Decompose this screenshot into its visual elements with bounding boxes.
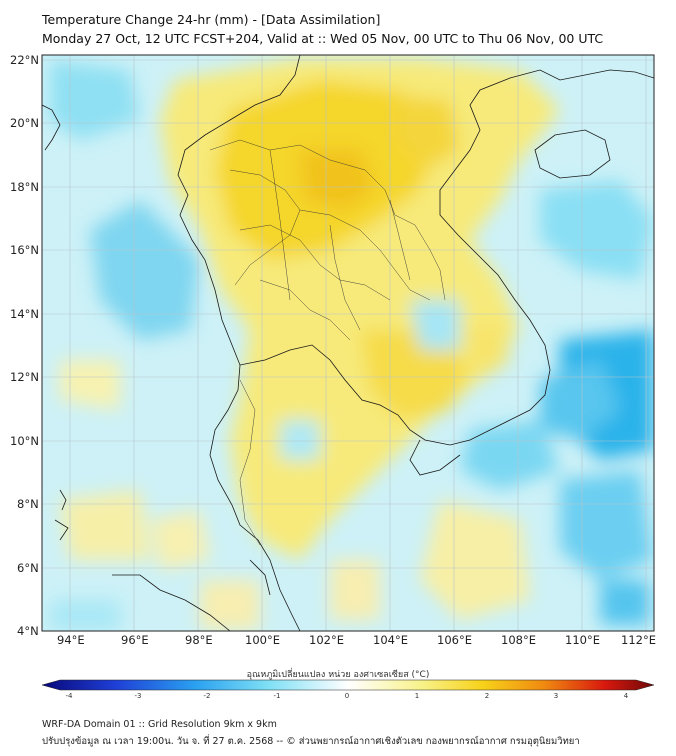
- temperature-field: [42, 55, 654, 631]
- lat-tick-22: 22°N: [10, 53, 39, 67]
- lat-tick-16: 16°N: [10, 243, 39, 257]
- lon-tick-112: 112°E: [621, 633, 656, 647]
- lat-tick-4: 4°N: [17, 624, 39, 638]
- footer-credit: ปรับปรุงข้อมูล ณ เวลา 19:00น. วัน จ. ที่…: [42, 736, 580, 747]
- footer-domain-info: WRF-DA Domain 01 :: Grid Resolution 9km …: [42, 719, 277, 730]
- map-subtitle: Monday 27 Oct, 12 UTC FCST+204, Valid at…: [42, 31, 604, 46]
- lon-tick-94: 94°E: [57, 633, 85, 647]
- coastlines: [42, 55, 654, 631]
- colorbar: [41, 679, 655, 691]
- lon-tick-108: 108°E: [501, 633, 536, 647]
- lon-tick-106: 106°E: [437, 633, 472, 647]
- lon-tick-102: 102°E: [309, 633, 344, 647]
- colorbar-tick: -3: [134, 692, 142, 700]
- map-title: Temperature Change 24-hr (mm) - [Data As…: [42, 12, 381, 27]
- colorbar-tick: -2: [203, 692, 211, 700]
- lat-tick-12: 12°N: [10, 370, 39, 384]
- lon-tick-96: 96°E: [121, 633, 149, 647]
- colorbar-tick: 3: [553, 692, 559, 700]
- lat-tick-6: 6°N: [17, 561, 39, 575]
- graticule: [42, 55, 654, 631]
- lat-tick-14: 14°N: [10, 307, 39, 321]
- lon-tick-100: 100°E: [245, 633, 280, 647]
- colorbar-tick: 0: [344, 692, 350, 700]
- lon-tick-104: 104°E: [373, 633, 408, 647]
- colorbar-tick: 1: [414, 692, 420, 700]
- plot-frame: [41, 54, 655, 632]
- lat-tick-18: 18°N: [10, 180, 39, 194]
- colorbar-tick: -4: [65, 692, 73, 700]
- colorbar-tick: -1: [273, 692, 281, 700]
- lon-tick-98: 98°E: [185, 633, 213, 647]
- lon-tick-110: 110°E: [565, 633, 600, 647]
- colorbar-label: อุณหภูมิเปลี่ยนแปลง หน่วย องศาเซลเซียส (…: [246, 670, 430, 680]
- province-borders: [209, 139, 446, 546]
- lat-tick-20: 20°N: [10, 116, 39, 130]
- lat-tick-8: 8°N: [17, 497, 39, 511]
- lat-tick-10: 10°N: [10, 434, 39, 448]
- colorbar-tick: 4: [623, 692, 629, 700]
- colorbar-tick: 2: [484, 692, 490, 700]
